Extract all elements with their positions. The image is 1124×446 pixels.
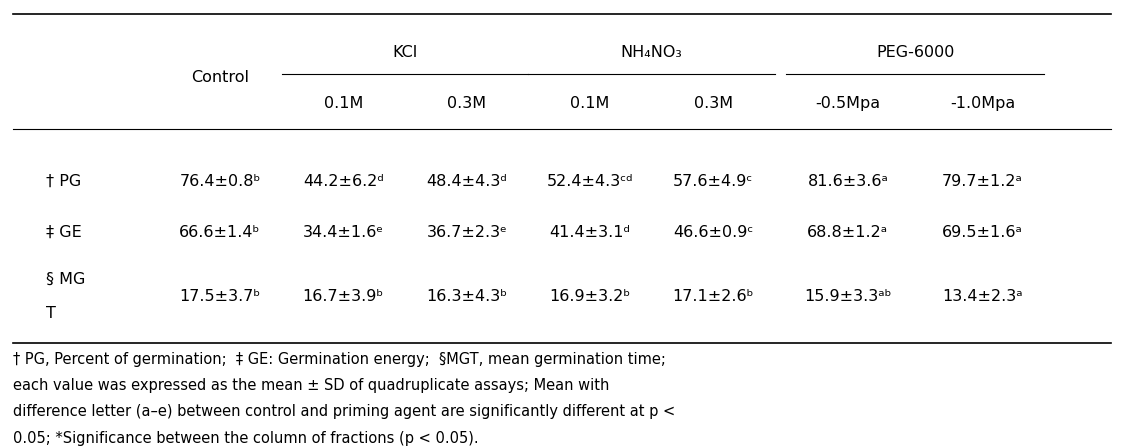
Text: 17.5±3.7ᵇ: 17.5±3.7ᵇ	[180, 289, 261, 304]
Text: † PG, Percent of germination;  ‡ GE: Germination energy;  §MGT, mean germination: † PG, Percent of germination; ‡ GE: Germ…	[12, 351, 665, 367]
Text: 0.05; *Significance between the column of fractions (p < 0.05).: 0.05; *Significance between the column o…	[12, 430, 478, 446]
Text: § MG: § MG	[46, 272, 85, 287]
Text: KCl: KCl	[392, 45, 418, 60]
Text: 57.6±4.9ᶜ: 57.6±4.9ᶜ	[673, 174, 753, 189]
Text: 76.4±0.8ᵇ: 76.4±0.8ᵇ	[180, 174, 261, 189]
Text: 17.1±2.6ᵇ: 17.1±2.6ᵇ	[672, 289, 754, 304]
Text: † PG: † PG	[46, 174, 81, 189]
Text: -1.0Mpa: -1.0Mpa	[950, 96, 1015, 111]
Text: each value was expressed as the mean ± SD of quadruplicate assays; Mean with: each value was expressed as the mean ± S…	[12, 378, 609, 393]
Text: difference letter (a–e) between control and priming agent are significantly diff: difference letter (a–e) between control …	[12, 404, 674, 419]
Text: 0.3M: 0.3M	[694, 96, 733, 111]
Text: T: T	[46, 306, 56, 321]
Text: ‡ GE: ‡ GE	[46, 225, 82, 240]
Text: 68.8±1.2ᵃ: 68.8±1.2ᵃ	[807, 225, 888, 240]
Text: 44.2±6.2ᵈ: 44.2±6.2ᵈ	[303, 174, 383, 189]
Text: 0.3M: 0.3M	[447, 96, 487, 111]
Text: Control: Control	[191, 70, 250, 85]
Text: 48.4±4.3ᵈ: 48.4±4.3ᵈ	[426, 174, 507, 189]
Text: 41.4±3.1ᵈ: 41.4±3.1ᵈ	[550, 225, 631, 240]
Text: 0.1M: 0.1M	[570, 96, 609, 111]
Text: NH₄NO₃: NH₄NO₃	[620, 45, 682, 60]
Text: 52.4±4.3ᶜᵈ: 52.4±4.3ᶜᵈ	[546, 174, 633, 189]
Text: 79.7±1.2ᵃ: 79.7±1.2ᵃ	[942, 174, 1023, 189]
Text: 16.9±3.2ᵇ: 16.9±3.2ᵇ	[550, 289, 631, 304]
Text: 0.1M: 0.1M	[324, 96, 363, 111]
Text: PEG-6000: PEG-6000	[876, 45, 954, 60]
Text: 81.6±3.6ᵃ: 81.6±3.6ᵃ	[807, 174, 888, 189]
Text: 15.9±3.3ᵃᵇ: 15.9±3.3ᵃᵇ	[804, 289, 891, 304]
Text: 16.3±4.3ᵇ: 16.3±4.3ᵇ	[426, 289, 507, 304]
Text: 13.4±2.3ᵃ: 13.4±2.3ᵃ	[942, 289, 1023, 304]
Text: 16.7±3.9ᵇ: 16.7±3.9ᵇ	[302, 289, 384, 304]
Text: 36.7±2.3ᵉ: 36.7±2.3ᵉ	[426, 225, 507, 240]
Text: 46.6±0.9ᶜ: 46.6±0.9ᶜ	[673, 225, 753, 240]
Text: 66.6±1.4ᵇ: 66.6±1.4ᵇ	[180, 225, 261, 240]
Text: 69.5±1.6ᵃ: 69.5±1.6ᵃ	[942, 225, 1023, 240]
Text: 34.4±1.6ᵉ: 34.4±1.6ᵉ	[302, 225, 384, 240]
Text: -0.5Mpa: -0.5Mpa	[815, 96, 880, 111]
